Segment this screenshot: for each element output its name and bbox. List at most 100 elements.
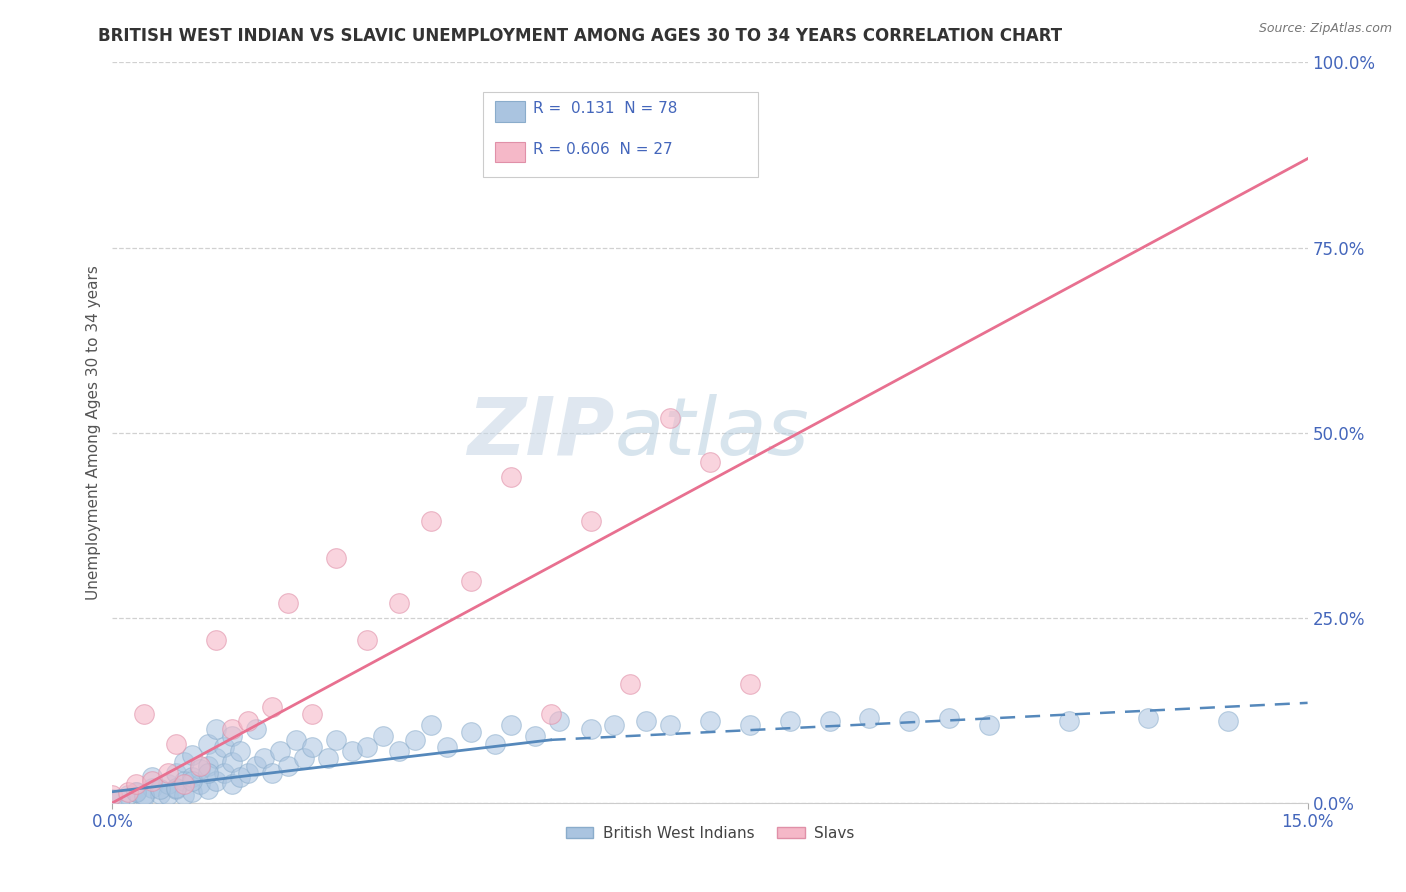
Point [325, 732, 347, 747]
Point [484, 737, 506, 751]
Point [101, 789, 124, 803]
Point [738, 677, 761, 691]
Point [388, 744, 411, 758]
Point [117, 789, 139, 803]
Point [460, 725, 482, 739]
Point [277, 596, 299, 610]
Point [173, 773, 195, 788]
Point [499, 718, 522, 732]
Point [141, 770, 163, 784]
Point [420, 718, 443, 732]
Point [738, 718, 761, 732]
Point [253, 751, 276, 765]
Point [388, 596, 411, 610]
Point [325, 551, 347, 566]
FancyBboxPatch shape [484, 92, 758, 178]
Point [134, 789, 156, 803]
Point [938, 711, 960, 725]
Point [404, 732, 426, 747]
Point [221, 729, 243, 743]
Point [499, 470, 522, 484]
Point [188, 763, 211, 777]
Point [373, 729, 395, 743]
Point [141, 780, 163, 795]
Point [125, 777, 148, 791]
Legend: British West Indians, Slavs: British West Indians, Slavs [560, 820, 860, 847]
Point [779, 714, 801, 729]
Point [165, 782, 187, 797]
Point [523, 729, 546, 743]
Point [245, 758, 267, 772]
Point [977, 718, 1000, 732]
Point [245, 722, 267, 736]
Point [165, 766, 187, 780]
Point [659, 410, 682, 425]
Text: Source: ZipAtlas.com: Source: ZipAtlas.com [1258, 22, 1392, 36]
Point [236, 714, 259, 729]
Y-axis label: Unemployment Among Ages 30 to 34 years: Unemployment Among Ages 30 to 34 years [86, 265, 101, 600]
Point [221, 777, 243, 791]
Point [229, 744, 252, 758]
Point [212, 766, 235, 780]
Point [197, 766, 219, 780]
Point [181, 770, 204, 784]
Point [818, 714, 841, 729]
Point [197, 737, 219, 751]
Point [277, 758, 299, 772]
Point [181, 773, 204, 788]
Text: atlas: atlas [614, 393, 810, 472]
Point [420, 515, 443, 529]
Point [157, 789, 180, 803]
Point [636, 714, 658, 729]
Point [579, 515, 602, 529]
Point [260, 766, 283, 780]
Text: R =  0.131  N = 78: R = 0.131 N = 78 [533, 101, 678, 116]
Point [284, 732, 307, 747]
Point [460, 574, 482, 588]
Point [149, 782, 172, 797]
Point [659, 718, 682, 732]
Point [205, 632, 228, 647]
Point [101, 792, 124, 806]
Point [1137, 711, 1160, 725]
Point [221, 722, 243, 736]
Point [436, 740, 458, 755]
Point [1216, 714, 1239, 729]
FancyBboxPatch shape [495, 142, 524, 162]
FancyBboxPatch shape [495, 101, 524, 121]
Point [205, 722, 228, 736]
Point [173, 755, 195, 769]
Point [197, 782, 219, 797]
Point [134, 706, 156, 721]
Point [110, 792, 132, 806]
Point [699, 455, 721, 469]
Point [197, 758, 219, 772]
Point [236, 766, 259, 780]
Point [125, 785, 148, 799]
Point [540, 706, 562, 721]
Point [340, 744, 363, 758]
Point [619, 677, 641, 691]
Point [125, 785, 148, 799]
Point [858, 711, 880, 725]
Point [260, 699, 283, 714]
Point [292, 751, 315, 765]
Point [221, 755, 243, 769]
Point [149, 787, 172, 801]
Point [173, 777, 195, 791]
Point [547, 714, 569, 729]
Point [157, 766, 180, 780]
Point [301, 740, 323, 755]
Point [134, 789, 156, 804]
Point [356, 632, 378, 647]
Point [356, 740, 378, 755]
Point [181, 785, 204, 799]
Point [141, 773, 163, 788]
Point [212, 740, 235, 755]
Point [301, 706, 323, 721]
Point [165, 780, 187, 795]
Point [269, 744, 291, 758]
Point [699, 714, 721, 729]
Point [165, 737, 187, 751]
Point [898, 714, 921, 729]
